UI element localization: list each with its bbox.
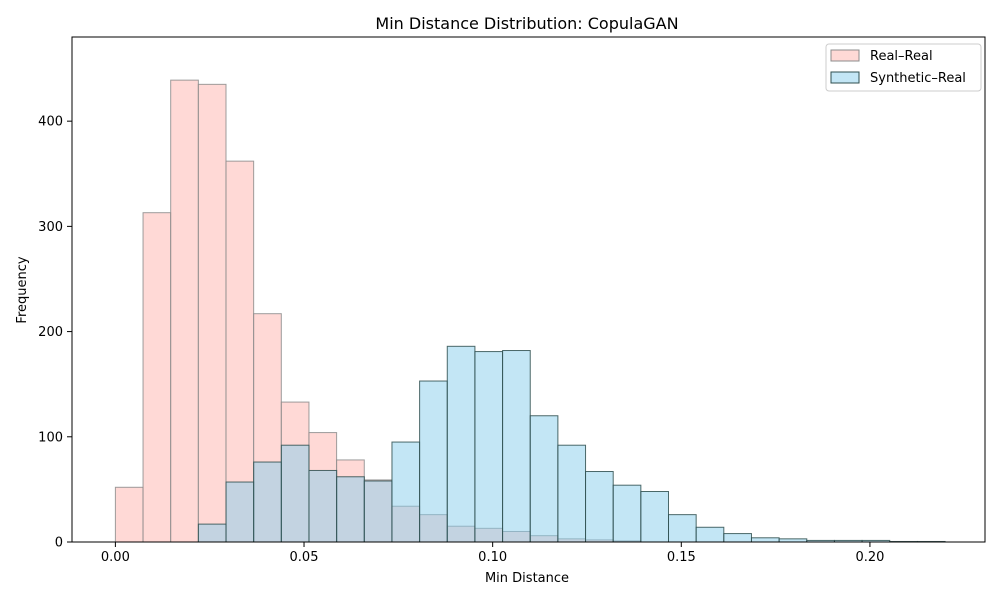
- bar-synthetic-real-11: [502, 350, 531, 543]
- bar-synthetic-real-6: [363, 480, 393, 543]
- bar-synthetic-real-12: [529, 415, 559, 543]
- plot-frame: [71, 36, 986, 543]
- y-axis-label: Frequency: [15, 256, 30, 323]
- x-tick-label: 0.00: [101, 550, 130, 565]
- bar-real-real-2: [170, 79, 199, 543]
- bar-real-real-3: [197, 83, 227, 543]
- legend-swatch-synthetic-real: [830, 71, 860, 84]
- legend-label-real-real: Real–Real: [870, 49, 933, 64]
- bar-synthetic-real-16: [640, 491, 670, 543]
- bar-synthetic-real-18: [695, 526, 725, 543]
- bar-synthetic-real-5: [336, 476, 365, 543]
- chart-title: Min Distance Distribution: CopulaGAN: [375, 14, 678, 33]
- bar-synthetic-real-17: [668, 514, 697, 543]
- bar-synthetic-real-20: [750, 537, 780, 543]
- bar-synthetic-real-1: [225, 481, 255, 543]
- x-axis: 0.00 0.05 0.10 0.15 0.20: [101, 542, 884, 565]
- legend-swatch-real-real: [830, 49, 860, 62]
- x-tick-label: 0.20: [855, 550, 884, 565]
- bar-synthetic-real-19: [723, 533, 752, 543]
- bar-synthetic-real-15: [612, 484, 642, 543]
- y-tick-label: 400: [38, 115, 63, 130]
- y-tick-label: 300: [38, 220, 63, 235]
- bar-synthetic-real-7: [391, 441, 421, 543]
- y-tick-label: 200: [38, 325, 63, 340]
- x-tick-label: 0.05: [290, 550, 319, 565]
- plot-area: [114, 79, 946, 543]
- bar-synthetic-real-0: [197, 523, 227, 543]
- x-axis-label: Min Distance: [485, 571, 569, 586]
- bar-real-real-1: [142, 212, 172, 543]
- bar-synthetic-real-9: [446, 345, 476, 543]
- legend: Real–Real Synthetic–Real: [825, 43, 982, 92]
- bar-synthetic-real-2: [253, 461, 282, 543]
- y-axis: 0 100 200 300 400: [38, 115, 72, 551]
- bar-synthetic-real-8: [419, 380, 448, 543]
- bar-real-real-0: [114, 486, 144, 543]
- legend-frame: [825, 43, 982, 92]
- x-tick-label: 0.10: [478, 550, 507, 565]
- legend-label-synthetic-real: Synthetic–Real: [870, 71, 966, 86]
- y-tick-label: 0: [55, 536, 63, 551]
- bar-synthetic-real-14: [585, 471, 614, 543]
- bar-synthetic-real-10: [474, 351, 504, 543]
- x-tick-label: 0.15: [667, 550, 696, 565]
- bar-synthetic-real-4: [308, 469, 338, 543]
- y-tick-label: 100: [38, 430, 63, 445]
- bar-synthetic-real-3: [280, 444, 310, 543]
- bar-synthetic-real-13: [557, 444, 587, 543]
